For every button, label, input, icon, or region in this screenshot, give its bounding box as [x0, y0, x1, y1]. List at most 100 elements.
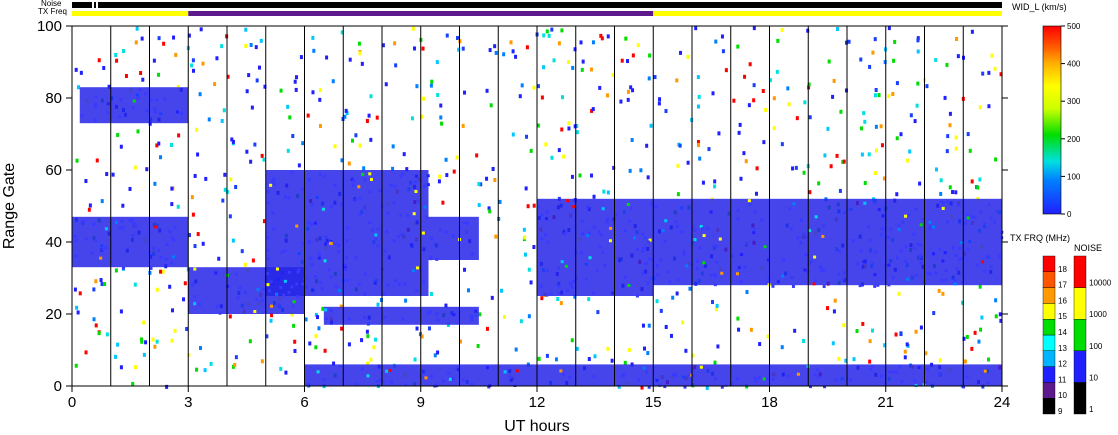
echo-point: [488, 209, 492, 214]
echo-point: [318, 97, 322, 102]
echo-speckle: [260, 299, 264, 303]
echo-point: [646, 351, 650, 356]
echo-point: [291, 134, 295, 139]
echo-speckle: [701, 227, 705, 231]
echo-speckle: [266, 236, 270, 240]
echo-speckle: [765, 281, 769, 285]
echo-speckle: [640, 232, 644, 236]
echo-speckle: [277, 303, 281, 307]
echo-speckle: [767, 276, 771, 280]
echo-point: [177, 133, 181, 138]
txfreq-swatch: [1042, 398, 1056, 415]
echo-point: [562, 154, 566, 159]
echo-speckle: [956, 203, 960, 207]
echo-point: [157, 36, 161, 41]
echo-speckle: [689, 373, 693, 377]
echo-point: [772, 126, 776, 131]
echo-speckle: [466, 221, 470, 225]
echo-point: [916, 81, 920, 86]
echo-speckle: [643, 236, 647, 240]
echo-point: [413, 357, 417, 362]
echo-speckle: [745, 242, 749, 246]
echo-speckle: [696, 267, 700, 271]
echo-speckle: [562, 372, 566, 376]
echo-speckle: [283, 195, 287, 199]
echo-point: [488, 48, 492, 53]
echo-speckle: [193, 267, 197, 271]
echo-speckle: [667, 270, 670, 274]
echo-point: [899, 332, 903, 337]
echo-point: [374, 337, 378, 342]
echo-speckle: [771, 377, 775, 381]
echo-point: [875, 148, 879, 153]
echo-speckle: [214, 271, 218, 275]
echo-point: [114, 354, 118, 359]
x-tick-label: 9: [417, 394, 425, 411]
echo-point: [402, 152, 406, 157]
echo-point: [485, 176, 489, 181]
echo-speckle: [766, 258, 770, 262]
echo-speckle: [269, 280, 273, 284]
echo-point: [78, 291, 82, 296]
echo-speckle: [820, 269, 824, 273]
echo-speckle: [671, 373, 675, 377]
echo-speckle: [655, 378, 659, 382]
echo-speckle: [457, 241, 461, 245]
echo-point: [145, 167, 149, 172]
txfreq-level-label: 13: [1058, 344, 1067, 353]
echo-point: [299, 55, 303, 60]
echo-speckle: [664, 219, 668, 223]
echo-point: [142, 352, 146, 357]
echo-point: [827, 59, 831, 64]
echo-point: [579, 40, 583, 45]
echo-point: [754, 191, 758, 196]
echo-point: [168, 284, 172, 289]
echo-speckle: [310, 222, 314, 226]
echo-speckle: [363, 177, 367, 181]
echo-point: [903, 349, 907, 354]
echo-point: [393, 41, 397, 46]
echo-point: [429, 292, 433, 297]
status-bars: Noise TX Freq: [38, 0, 1002, 16]
echo-speckle: [706, 227, 710, 231]
echo-point: [994, 314, 998, 319]
echo-speckle: [674, 220, 678, 224]
echo-point: [631, 53, 635, 58]
echo-point: [463, 267, 467, 272]
echo-point: [887, 26, 891, 31]
echo-speckle: [452, 313, 456, 317]
echo-point: [358, 143, 362, 148]
txfreq-level-label: 12: [1058, 360, 1067, 369]
echo-point: [116, 132, 120, 137]
echo-speckle: [781, 258, 785, 262]
echo-point: [128, 186, 132, 191]
echo-point: [629, 85, 633, 90]
echo-point: [369, 137, 373, 142]
echo-speckle: [887, 263, 891, 267]
echo-point: [420, 334, 424, 339]
echo-point: [455, 155, 459, 160]
echo-speckle: [266, 190, 270, 194]
echo-speckle: [93, 118, 97, 122]
echo-point: [195, 127, 199, 132]
echo-speckle: [975, 263, 979, 267]
noise-bar-label: Noise: [41, 0, 62, 8]
echo-point: [240, 249, 244, 254]
txfreq-status-bar: [72, 11, 1002, 16]
x-tick-label: 18: [761, 394, 778, 411]
echo-speckle: [803, 268, 807, 272]
echo-point: [945, 62, 949, 67]
echo-point: [780, 142, 784, 147]
echo-point: [587, 297, 591, 302]
echo-speckle: [93, 102, 97, 106]
echo-point: [999, 318, 1003, 323]
echo-speckle: [297, 268, 301, 272]
echo-point: [560, 95, 564, 100]
width-scale-label: 100: [1067, 172, 1081, 181]
echo-point: [691, 353, 695, 358]
echo-point: [893, 39, 897, 44]
echo-point: [94, 323, 98, 328]
echo-point: [684, 348, 688, 353]
echo-point: [345, 111, 349, 116]
echo-speckle: [439, 228, 443, 232]
